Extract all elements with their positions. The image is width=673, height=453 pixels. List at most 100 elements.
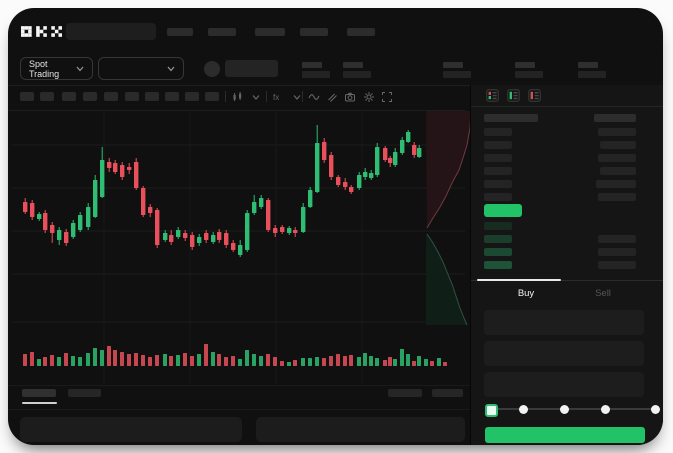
line-tool-icon[interactable] xyxy=(308,91,320,103)
interval-button-skeleton-0[interactable] xyxy=(20,92,34,101)
bid-row-1[interactable] xyxy=(470,233,663,245)
settings-gear-icon[interactable] xyxy=(363,91,375,103)
ask-row-4[interactable] xyxy=(470,178,663,190)
scene: Spot Trading fx xyxy=(8,8,663,445)
volume-bar xyxy=(245,350,249,366)
ask-row-2[interactable] xyxy=(470,152,663,164)
pair-selector[interactable] xyxy=(98,57,184,80)
bottom-tab-1[interactable] xyxy=(68,389,101,397)
volume-bar xyxy=(57,357,61,366)
interval-button-skeleton-8[interactable] xyxy=(185,92,199,101)
volume-bar xyxy=(86,353,90,366)
volume-bar xyxy=(393,359,397,366)
slider-stop-1[interactable] xyxy=(518,404,528,414)
candle-body xyxy=(78,215,83,230)
interval-button-skeleton-7[interactable] xyxy=(165,92,179,101)
volume-bar xyxy=(400,349,404,366)
bid-price-skeleton xyxy=(484,261,512,269)
slider-handle[interactable] xyxy=(484,403,498,417)
volume-bar xyxy=(190,356,194,366)
pair-avatar[interactable] xyxy=(204,61,220,77)
search-input[interactable] xyxy=(66,23,156,40)
camera-icon[interactable] xyxy=(344,91,356,103)
amount-input[interactable] xyxy=(484,341,644,366)
volume-bar xyxy=(176,355,180,366)
interval-button-skeleton-2[interactable] xyxy=(62,92,76,101)
nav-item-skeleton-2[interactable] xyxy=(255,28,285,36)
book-col-header-left xyxy=(484,114,538,122)
book-bids-view-icon[interactable] xyxy=(507,89,520,102)
candle-body xyxy=(134,162,139,188)
toolbar-divider-0 xyxy=(225,91,226,102)
indicators-fx-icon[interactable]: fx xyxy=(272,91,284,103)
interval-button-skeleton-3[interactable] xyxy=(83,92,97,101)
slider-stop-2[interactable] xyxy=(559,404,569,414)
interval-button-skeleton-4[interactable] xyxy=(104,92,118,101)
price-chart[interactable] xyxy=(8,111,470,385)
volume-bar xyxy=(287,362,291,366)
candle-body xyxy=(163,233,168,240)
interval-button-skeleton-1[interactable] xyxy=(40,92,54,101)
candle-body xyxy=(252,202,257,213)
candle-body xyxy=(148,207,153,213)
nav-item-skeleton-3[interactable] xyxy=(300,28,328,36)
ask-price-skeleton xyxy=(484,167,512,175)
ask-row-0[interactable] xyxy=(470,126,663,138)
chevron-down-icon-2[interactable] xyxy=(291,91,303,103)
bid-row-0[interactable] xyxy=(470,220,663,232)
bottom-panel-skeleton-0 xyxy=(20,417,242,442)
candle-body xyxy=(204,233,209,240)
volume-bar xyxy=(430,361,434,366)
nav-item-skeleton-0[interactable] xyxy=(167,28,193,36)
market-type-selector[interactable]: Spot Trading xyxy=(20,57,93,80)
tab-sell[interactable]: Sell xyxy=(595,288,611,299)
volume-bar xyxy=(113,350,117,366)
candle-body xyxy=(369,173,374,178)
ask-size-skeleton xyxy=(596,180,636,188)
interval-button-skeleton-5[interactable] xyxy=(125,92,139,101)
slider-stop-3[interactable] xyxy=(600,404,610,414)
ask-row-3[interactable] xyxy=(470,165,663,177)
ask-row-5[interactable] xyxy=(470,191,663,203)
total-input[interactable] xyxy=(484,372,644,397)
last-price-bar[interactable] xyxy=(484,204,522,217)
bid-price-skeleton xyxy=(484,222,512,230)
book-asks-view-icon[interactable] xyxy=(528,89,541,102)
interval-button-skeleton-6[interactable] xyxy=(145,92,159,101)
bottom-action-skeleton-1[interactable] xyxy=(432,389,463,397)
ask-row-1[interactable] xyxy=(470,139,663,151)
volume-bar xyxy=(197,354,201,366)
candle-style-icon[interactable] xyxy=(232,91,244,103)
book-combined-view-icon[interactable] xyxy=(486,89,499,102)
draw-tool-icon[interactable] xyxy=(326,91,338,103)
bid-row-3[interactable] xyxy=(470,259,663,271)
ask-size-skeleton xyxy=(600,141,636,149)
nav-item-skeleton-1[interactable] xyxy=(208,28,236,36)
volume-bar xyxy=(37,359,41,366)
volume-bar xyxy=(369,356,373,366)
price-input[interactable] xyxy=(484,310,644,335)
slider-stop-4[interactable] xyxy=(650,404,660,414)
stat-label-skeleton-1 xyxy=(343,62,363,68)
candle-body xyxy=(343,182,348,187)
candle-body xyxy=(71,223,76,237)
ask-price-skeleton xyxy=(484,154,512,162)
volume-bar xyxy=(100,350,104,366)
fullscreen-icon[interactable] xyxy=(381,91,393,103)
volume-bar xyxy=(417,356,421,366)
tab-buy[interactable]: Buy xyxy=(517,288,535,299)
volume-bar xyxy=(252,354,256,366)
bid-row-2[interactable] xyxy=(470,246,663,258)
volume-bar xyxy=(266,354,270,366)
volume-bar xyxy=(231,356,235,366)
chevron-down-icon[interactable] xyxy=(250,91,262,103)
bottom-action-skeleton-0[interactable] xyxy=(388,389,422,397)
interval-button-skeleton-9[interactable] xyxy=(205,92,219,101)
candle-body xyxy=(231,243,236,250)
bottom-tab-0[interactable] xyxy=(22,389,56,397)
nav-item-skeleton-4[interactable] xyxy=(347,28,375,36)
volume-bar xyxy=(169,356,173,366)
stat-value-skeleton-2 xyxy=(443,71,471,78)
okx-logo[interactable] xyxy=(21,25,62,38)
buy-submit-button[interactable] xyxy=(485,427,645,443)
